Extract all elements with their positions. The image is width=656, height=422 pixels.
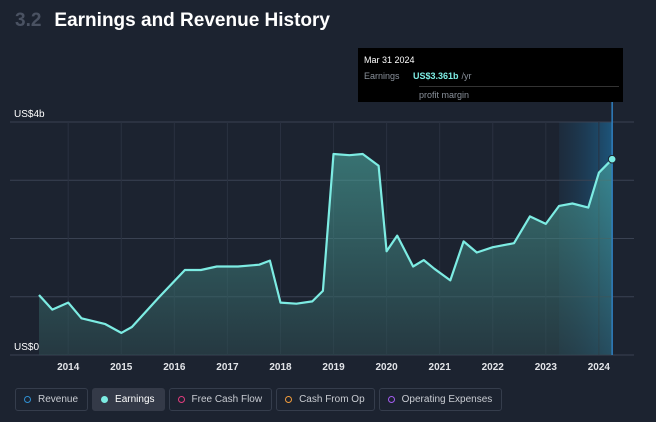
tooltip-row: Earnings US$3.361b /yr [364, 71, 617, 81]
tooltip-label: Earnings [364, 71, 400, 81]
legend-label: Earnings [115, 394, 155, 405]
y-tick-label: US$4b [14, 109, 45, 120]
x-tick-label: 2022 [482, 362, 505, 373]
free-cash-flow-dot-icon [177, 396, 185, 403]
legend-label: Operating Expenses [401, 394, 493, 405]
operating-expenses-dot-icon [387, 396, 395, 403]
legend-earnings-button[interactable]: Earnings [92, 388, 165, 411]
revenue-dot-icon [24, 396, 31, 403]
legend-label: Cash From Op [299, 394, 365, 405]
x-tick-label: 2020 [375, 362, 398, 373]
x-tick-label: 2024 [588, 362, 611, 373]
legend-label: Free Cash Flow [191, 394, 263, 405]
tooltip-date: Mar 31 2024 [364, 55, 415, 65]
x-tick-label: 2016 [163, 362, 186, 373]
legend-operating-expenses-button[interactable]: Operating Expenses [378, 388, 503, 411]
earnings-dot-icon [101, 396, 109, 403]
legend-label: Revenue [38, 394, 79, 405]
earnings-area [39, 154, 613, 355]
earnings-highlight-point [607, 154, 617, 164]
legend-revenue-button[interactable]: Revenue [15, 388, 89, 411]
cash-from-op-dot-icon [285, 396, 293, 403]
page-title: Earnings and Revenue History [54, 10, 330, 31]
section-number: 3.2 [15, 10, 42, 31]
x-tick-label: 2014 [57, 362, 80, 373]
x-tick-label: 2015 [110, 362, 133, 373]
chart-legend: Revenue Earnings Free Cash Flow Cash Fro… [15, 388, 503, 411]
legend-cash-from-op-button[interactable]: Cash From Op [276, 388, 375, 411]
chart-tooltip: Mar 31 2024 Earnings US$3.361b /yr profi… [358, 48, 623, 102]
tooltip-unit: /yr [461, 71, 472, 81]
legend-free-cash-flow-button[interactable]: Free Cash Flow [168, 388, 273, 411]
x-tick-label: 2023 [535, 362, 558, 373]
tooltip-profit-margin: profit margin [419, 86, 619, 100]
earnings-line [38, 152, 613, 334]
x-tick-label: 2018 [269, 362, 292, 373]
y-tick-label: US$0 [14, 342, 39, 353]
tooltip-value: US$3.361b [413, 71, 459, 81]
x-tick-label: 2019 [322, 362, 345, 373]
x-tick-label: 2017 [216, 362, 239, 373]
section-header: 3.2 Earnings and Revenue History [15, 10, 330, 32]
x-tick-label: 2021 [429, 362, 452, 373]
